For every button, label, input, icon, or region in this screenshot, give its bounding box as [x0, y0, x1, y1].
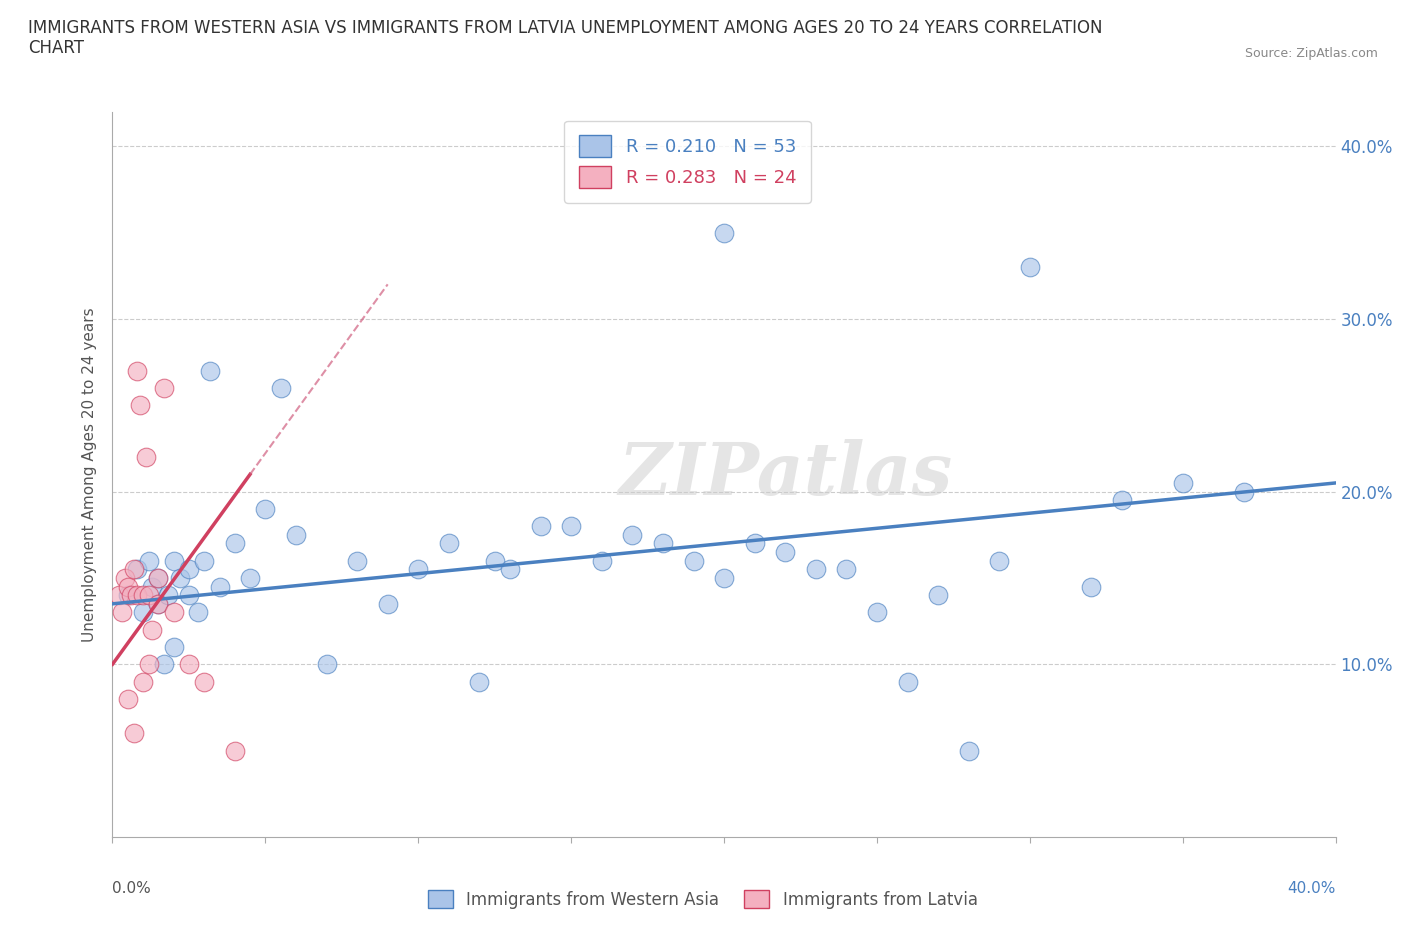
Point: [1233, 485, 1256, 499]
Text: Source: ZipAtlas.com: Source: ZipAtlas.com: [1244, 46, 1378, 60]
Point: [120, 588, 142, 603]
Point: [135, 449, 157, 464]
Legend: Immigrants from Western Asia, Immigrants from Latvia: Immigrants from Western Asia, Immigrants…: [420, 882, 986, 917]
Point: [315, 657, 337, 671]
Point: [141, 622, 163, 637]
Point: [114, 570, 136, 585]
Point: [208, 579, 231, 594]
Point: [621, 527, 644, 542]
Point: [125, 588, 148, 603]
Point: [239, 570, 262, 585]
Point: [117, 579, 139, 594]
Point: [187, 605, 209, 620]
Point: [125, 562, 148, 577]
Point: [193, 553, 215, 568]
Point: [713, 225, 735, 240]
Point: [1111, 493, 1133, 508]
Text: IMMIGRANTS FROM WESTERN ASIA VS IMMIGRANTS FROM LATVIA UNEMPLOYMENT AMONG AGES 2: IMMIGRANTS FROM WESTERN ASIA VS IMMIGRAN…: [28, 19, 1102, 58]
Point: [744, 536, 766, 551]
Point: [156, 588, 179, 603]
Point: [169, 570, 191, 585]
Point: [200, 364, 222, 379]
Point: [927, 588, 949, 603]
Point: [224, 743, 246, 758]
Point: [138, 657, 160, 671]
Point: [804, 562, 827, 577]
Point: [125, 364, 148, 379]
Point: [713, 570, 735, 585]
Point: [1171, 475, 1194, 490]
Point: [129, 398, 152, 413]
Point: [897, 674, 920, 689]
Point: [346, 553, 368, 568]
Point: [111, 605, 134, 620]
Point: [163, 553, 186, 568]
Point: [177, 588, 200, 603]
Point: [153, 380, 176, 395]
Point: [163, 605, 186, 620]
Point: [224, 536, 246, 551]
Point: [773, 545, 796, 560]
Point: [529, 519, 551, 534]
Point: [153, 657, 176, 671]
Point: [1018, 259, 1040, 274]
Point: [138, 553, 160, 568]
Point: [254, 501, 277, 516]
Point: [148, 570, 170, 585]
Point: [1080, 579, 1102, 594]
Point: [591, 553, 613, 568]
Point: [652, 536, 675, 551]
Point: [148, 596, 170, 611]
Point: [193, 674, 215, 689]
Point: [177, 657, 200, 671]
Point: [437, 536, 460, 551]
Point: [682, 553, 704, 568]
Point: [107, 588, 129, 603]
Point: [132, 674, 155, 689]
Point: [177, 562, 200, 577]
Point: [499, 562, 522, 577]
Point: [122, 562, 145, 577]
Point: [468, 674, 491, 689]
Point: [408, 562, 430, 577]
Point: [560, 519, 582, 534]
Point: [284, 527, 308, 542]
Point: [122, 726, 145, 741]
Text: 0.0%: 0.0%: [112, 881, 152, 896]
Point: [866, 605, 889, 620]
Point: [132, 588, 155, 603]
Point: [988, 553, 1011, 568]
Point: [957, 743, 980, 758]
Point: [270, 380, 292, 395]
Point: [141, 579, 163, 594]
Point: [117, 691, 139, 706]
Text: 40.0%: 40.0%: [1288, 881, 1336, 896]
Point: [163, 640, 186, 655]
Point: [132, 605, 155, 620]
Point: [835, 562, 858, 577]
Point: [484, 553, 506, 568]
Point: [148, 570, 170, 585]
Point: [138, 588, 160, 603]
Legend: R = 0.210   N = 53, R = 0.283   N = 24: R = 0.210 N = 53, R = 0.283 N = 24: [564, 121, 811, 203]
Point: [148, 596, 170, 611]
Text: ZIPatlas: ZIPatlas: [619, 439, 952, 510]
Y-axis label: Unemployment Among Ages 20 to 24 years: Unemployment Among Ages 20 to 24 years: [82, 307, 97, 642]
Point: [377, 596, 399, 611]
Point: [117, 588, 139, 603]
